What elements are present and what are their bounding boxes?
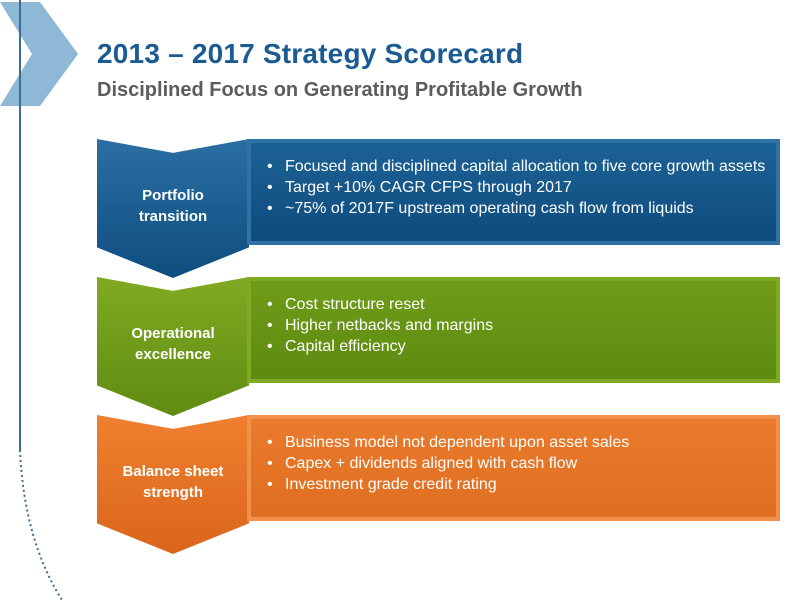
bullet-item: Business model not dependent upon asset …: [265, 432, 768, 453]
bullet-list-portfolio: Focused and disciplined capital allocati…: [251, 143, 776, 219]
bullet-item: Target +10% CAGR CFPS through 2017: [265, 177, 768, 198]
bullet-list-operational: Cost structure reset Higher netbacks and…: [251, 281, 776, 357]
strategy-row-operational: Operational excellence Cost structure re…: [97, 277, 780, 416]
bullet-item: Cost structure reset: [265, 294, 768, 315]
bullet-item: Capex + dividends aligned with cash flow: [265, 453, 768, 474]
chevron-operational: Operational excellence: [97, 277, 249, 416]
chevron-label-operational: Operational excellence: [131, 324, 215, 363]
chevron-label-balance-sheet: Balance sheet strength: [122, 462, 224, 501]
slide-subtitle: Disciplined Focus on Generating Profitab…: [97, 79, 583, 101]
slide-title: 2013 – 2017 Strategy Scorecard: [97, 38, 524, 69]
strategy-row-portfolio: Portfolio transition Focused and discipl…: [97, 139, 780, 278]
strategy-row-balance-sheet: Balance sheet strength Business model no…: [97, 415, 780, 554]
chevron-balance-sheet: Balance sheet strength: [97, 415, 249, 554]
chevron-label-portfolio: Portfolio transition: [138, 186, 208, 225]
bullet-item: Investment grade credit rating: [265, 474, 768, 495]
dotted-curve-graphic: [19, 449, 63, 600]
bullet-item: Capital efficiency: [265, 336, 768, 357]
bullet-item: ~75% of 2017F upstream operating cash fl…: [265, 198, 768, 219]
bullet-box-portfolio: Focused and disciplined capital allocati…: [247, 139, 780, 245]
bullet-item: Focused and disciplined capital allocati…: [265, 156, 768, 177]
bullet-list-balance-sheet: Business model not dependent upon asset …: [251, 419, 776, 495]
chevron-portfolio: Portfolio transition: [97, 139, 249, 278]
bullet-item: Higher netbacks and margins: [265, 315, 768, 336]
bullet-box-balance-sheet: Business model not dependent upon asset …: [247, 415, 780, 521]
bullet-box-operational: Cost structure reset Higher netbacks and…: [247, 277, 780, 383]
corner-arrow-graphic: [0, 2, 78, 106]
